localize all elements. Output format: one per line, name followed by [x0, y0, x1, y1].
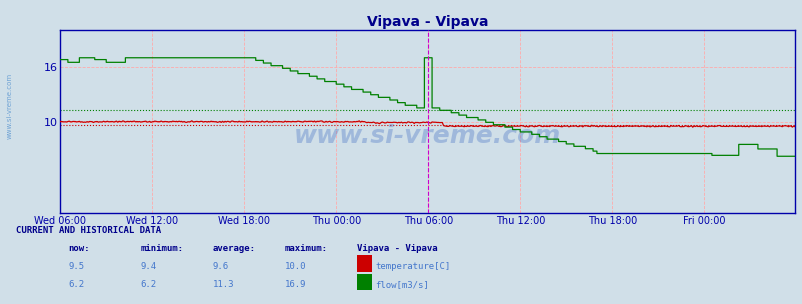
Text: minimum:: minimum:	[140, 244, 184, 253]
Text: temperature[C]: temperature[C]	[375, 262, 450, 271]
Text: now:: now:	[68, 244, 90, 253]
Text: www.si-vreme.com: www.si-vreme.com	[6, 73, 13, 140]
Text: www.si-vreme.com: www.si-vreme.com	[294, 124, 561, 148]
Text: CURRENT AND HISTORICAL DATA: CURRENT AND HISTORICAL DATA	[16, 226, 161, 235]
Text: 9.4: 9.4	[140, 262, 156, 271]
Text: 9.6: 9.6	[213, 262, 229, 271]
Text: average:: average:	[213, 244, 256, 253]
Text: 16.9: 16.9	[285, 280, 306, 289]
Text: 6.2: 6.2	[68, 280, 84, 289]
Text: flow[m3/s]: flow[m3/s]	[375, 280, 428, 289]
Text: 9.5: 9.5	[68, 262, 84, 271]
Text: Vipava - Vipava: Vipava - Vipava	[357, 244, 437, 253]
Title: Vipava - Vipava: Vipava - Vipava	[367, 15, 488, 29]
Text: maximum:: maximum:	[285, 244, 328, 253]
Text: 11.3: 11.3	[213, 280, 234, 289]
Text: 6.2: 6.2	[140, 280, 156, 289]
Text: 10.0: 10.0	[285, 262, 306, 271]
